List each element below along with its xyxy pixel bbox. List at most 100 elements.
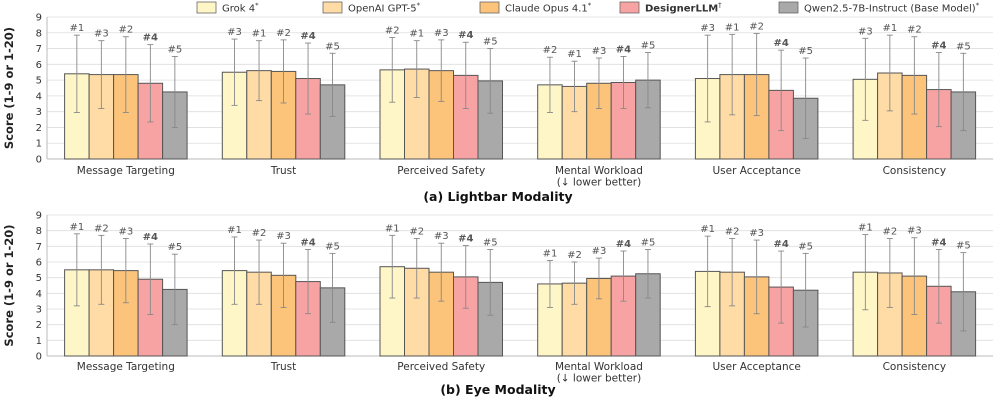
x-tick-label: Trust [270,361,296,373]
rank-label: #5 [956,41,971,52]
rank-label: #2 [252,228,267,239]
legend-entry: DesignerLLM† [619,1,722,15]
bar-group: #3 #1 #2 #4 #5 [694,22,819,160]
legend: Grok 4* OpenAI GPT-5* Claude Opus 4.1* Desi… [196,1,980,15]
y-tick-label: 5 [36,273,42,284]
rank-label: #4 [616,44,631,55]
rank-label: #5 [483,237,498,248]
rank-label: #3 [276,231,291,242]
y-tick-label: 4 [36,289,42,300]
rank-label: #2 [385,26,400,37]
legend-label: DesignerLLM† [645,2,722,15]
rank-label: #2 [409,227,424,238]
rank-label: #1 [700,224,715,235]
y-tick-label: 6 [36,60,42,71]
x-tick-label: Message Targeting [77,165,175,177]
legend-label: OpenAI GPT-5* [348,2,421,15]
rank-label: #4 [773,38,788,49]
rank-label: #4 [143,232,158,243]
rank-label: #5 [325,41,340,52]
bar-group: #2 #1 #3 #4 #5 [379,26,503,160]
y-tick-label: 1 [36,336,42,347]
bar [270,274,297,357]
rank-label: #5 [167,44,182,55]
rank-label: #3 [434,231,449,242]
x-tick-label: (↓ lower better) [557,373,642,385]
rank-label: #2 [907,25,922,36]
y-tick-label: 7 [36,44,42,55]
legend-label: Qwen2.5-7B-Instruct (Base Model)* [804,2,980,15]
bar-group: #1 #3 #2 #4 #5 [64,23,188,160]
y-axis-label: Score (1-9 or 1-20) [2,27,16,149]
panel-title: (a) Lightbar Modality [423,189,572,204]
rank-label: #3 [592,46,607,57]
y-tick-label: 0 [36,352,42,363]
rank-label: #5 [483,37,498,48]
legend-entry: OpenAI GPT-5* [322,1,421,15]
rank-label: #1 [252,29,267,40]
legend-label: Claude Opus 4.1* [505,2,592,15]
panel-lightbar: 0 1 2 3 4 5 6 7 8 9 Score (1-9 or 1-20) #1 #3 #2 #4 #5 M… [2,13,993,204]
rank-label: #5 [641,237,656,248]
bar-group: #1 #2 #3 #4 #5 [537,237,661,357]
bar-group: #2 #1 #3 #4 #5 [537,41,661,160]
rank-label: #2 [118,25,133,36]
x-tick-label: Perceived Safety [397,361,485,373]
rank-label: #2 [567,250,582,261]
bar-group: #1 #2 #3 #4 #5 [64,222,188,357]
y-tick-label: 1 [36,139,42,150]
rank-label: #4 [616,239,631,250]
rank-label: #1 [69,23,84,34]
rank-label: #5 [641,41,656,52]
rank-label: #3 [749,228,764,239]
y-tick-label: 3 [36,305,42,316]
bar-group: #1 #2 #3 #4 #5 [221,225,346,357]
rank-label: #4 [300,237,315,248]
rank-label: #1 [69,222,84,233]
y-axis-label: Score (1-9 or 1-20) [2,224,16,346]
x-tick-label: Perceived Safety [397,165,485,177]
bar-group: #1 #2 #3 #4 #5 [379,223,503,357]
x-tick-label: (↓ lower better) [557,177,642,189]
bar-group: #3 #1 #2 #4 #5 [221,27,346,160]
y-tick-label: 7 [36,242,42,253]
rank-label: #3 [227,27,242,38]
legend-swatch [619,1,640,14]
y-tick-label: 2 [36,320,42,331]
y-tick-label: 8 [36,28,42,39]
rank-label: #4 [300,31,315,42]
rank-label: #3 [592,246,607,257]
y-tick-label: 9 [36,13,42,24]
legend-swatch [322,1,343,14]
rank-label: #5 [798,46,813,57]
y-tick-label: 2 [36,123,42,134]
legend-swatch [778,1,799,14]
legend-label: Grok 4* [222,2,259,15]
y-tick-label: 4 [36,91,42,102]
y-tick-label: 3 [36,107,42,118]
rank-label: #5 [167,242,182,253]
legend-swatch [479,1,500,14]
rank-label: #1 [858,223,873,234]
rank-label: #1 [882,23,897,34]
y-tick-label: 0 [36,155,42,166]
legend-entry: Grok 4* [196,1,259,15]
rank-label: #4 [931,237,946,248]
x-tick-label: User Acceptance [712,165,800,177]
rank-label: #3 [858,26,873,37]
rank-label: #5 [798,241,813,252]
x-tick-label: Message Targeting [77,361,175,373]
rank-label: #3 [700,23,715,34]
y-tick-label: 9 [36,211,42,222]
x-tick-label: Mental Workload [555,165,643,177]
x-tick-label: User Acceptance [712,361,800,373]
rank-label: #5 [325,241,340,252]
legend-entry: Claude Opus 4.1* [479,1,592,15]
rank-label: #4 [773,239,788,250]
bar-group: #1 #2 #3 #4 #5 [694,224,819,357]
legend-swatch [196,1,217,14]
bar-group: #1 #2 #3 #4 #5 [852,223,977,357]
x-tick-label: Mental Workload [555,361,643,373]
